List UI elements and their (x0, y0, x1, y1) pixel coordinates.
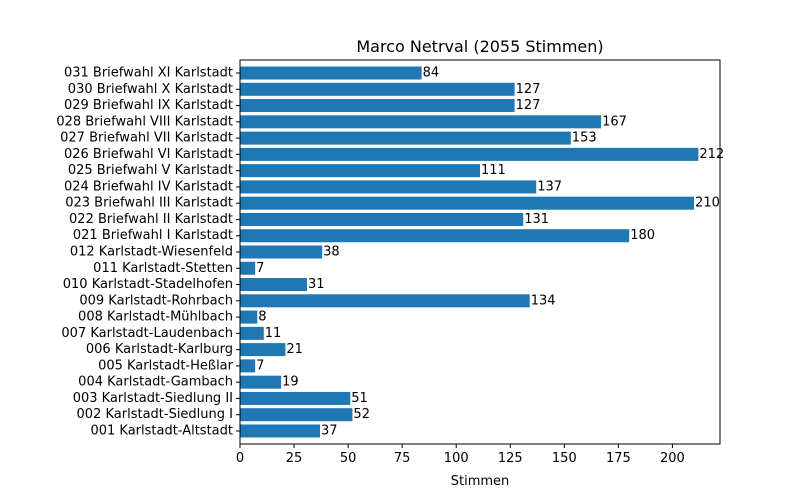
y-tick-label: 002 Karlstadt-Siedlung I (77, 407, 233, 422)
y-tick-label: 010 Karlstadt-Stadelhofen (63, 277, 233, 292)
y-tick-label: 030 Briefwahl X Karlstadt (68, 82, 233, 97)
y-tick-label: 006 Karlstadt-Karlburg (86, 342, 233, 357)
y-tick-label: 004 Karlstadt-Gambach (78, 375, 233, 390)
bar (240, 391, 351, 405)
bar (240, 147, 699, 161)
x-tick-label: 125 (498, 451, 523, 466)
bar (240, 131, 571, 145)
data-label: 7 (256, 358, 264, 373)
bars-group (240, 66, 699, 438)
data-label: 212 (699, 147, 724, 162)
data-label: 153 (572, 131, 597, 146)
y-tick-label: 029 Briefwahl IX Karlstadt (64, 98, 233, 113)
data-label: 134 (531, 293, 556, 308)
y-tick-label: 001 Karlstadt-Altstadt (90, 423, 233, 438)
x-tick-label: 0 (236, 451, 244, 466)
data-label: 19 (282, 375, 299, 390)
bar (240, 115, 602, 129)
bar (240, 82, 515, 96)
data-label: 210 (695, 196, 720, 211)
y-tick-label: 031 Briefwahl XI Karlstadt (64, 66, 233, 81)
bar (240, 261, 256, 275)
y-tick-label: 009 Karlstadt-Rohrbach (79, 293, 233, 308)
bar (240, 310, 258, 324)
y-tick-label: 025 Briefwahl V Karlstadt (68, 163, 233, 178)
bar (240, 212, 524, 226)
bar (240, 294, 530, 308)
data-label: 167 (602, 114, 627, 129)
x-axis-ticks: 0 25 50 75 100 125 150 175 200 (236, 444, 685, 466)
y-tick-label: 026 Briefwahl VI Karlstadt (64, 147, 233, 162)
data-label: 7 (256, 261, 264, 276)
x-axis-label: Stimmen (451, 474, 510, 489)
plot-frame (239, 59, 721, 445)
data-label: 51 (351, 391, 368, 406)
data-label: 180 (630, 228, 655, 243)
bar (240, 278, 308, 292)
chart-title: Marco Netrval (2055 Stimmen) (356, 37, 603, 56)
bar (240, 180, 537, 194)
y-tick-label: 012 Karlstadt-Wiesenfeld (70, 245, 233, 260)
bar (240, 66, 422, 80)
data-label: 127 (516, 98, 541, 113)
x-tick-label: 100 (444, 451, 469, 466)
y-tick-label: 024 Briefwahl IV Karlstadt (64, 179, 233, 194)
bar (240, 359, 256, 373)
bar (240, 196, 695, 210)
y-tick-label: 022 Briefwahl II Karlstadt (69, 212, 233, 227)
y-tick-label: 005 Karlstadt-Heßlar (98, 358, 234, 373)
y-tick-label: 007 Karlstadt-Laudenbach (61, 326, 233, 341)
data-label: 21 (286, 342, 303, 357)
y-tick-label: 023 Briefwahl III Karlstadt (65, 196, 233, 211)
x-tick-label: 50 (340, 451, 357, 466)
data-label: 8 (258, 310, 266, 325)
data-label: 37 (321, 423, 338, 438)
x-tick-label: 75 (394, 451, 411, 466)
bar (240, 408, 353, 422)
bar (240, 229, 630, 243)
y-tick-label: 003 Karlstadt-Siedlung II (73, 391, 233, 406)
y-tick-label: 008 Karlstadt-Mühlbach (78, 310, 233, 325)
bar (240, 424, 320, 438)
bar (240, 326, 264, 340)
y-tick-label: 021 Briefwahl I Karlstadt (73, 228, 233, 243)
data-label: 137 (537, 179, 562, 194)
x-tick-label: 150 (552, 451, 577, 466)
bar (240, 375, 282, 389)
data-label: 131 (524, 212, 549, 227)
bar (240, 99, 515, 113)
data-label: 38 (323, 245, 340, 260)
bar (240, 164, 480, 178)
data-label: 52 (353, 407, 370, 422)
y-tick-label: 027 Briefwahl VII Karlstadt (60, 131, 233, 146)
x-tick-label: 25 (286, 451, 303, 466)
data-label: 11 (265, 326, 282, 341)
y-tick-label: 011 Karlstadt-Stetten (93, 261, 233, 276)
x-tick-label: 200 (660, 451, 685, 466)
data-label: 111 (481, 163, 506, 178)
bar (240, 245, 323, 259)
bar (240, 343, 286, 357)
data-label: 127 (516, 82, 541, 97)
data-label: 31 (308, 277, 325, 292)
x-tick-label: 175 (606, 451, 631, 466)
y-tick-label: 028 Briefwahl VIII Karlstadt (56, 114, 233, 129)
data-label: 84 (423, 66, 440, 81)
